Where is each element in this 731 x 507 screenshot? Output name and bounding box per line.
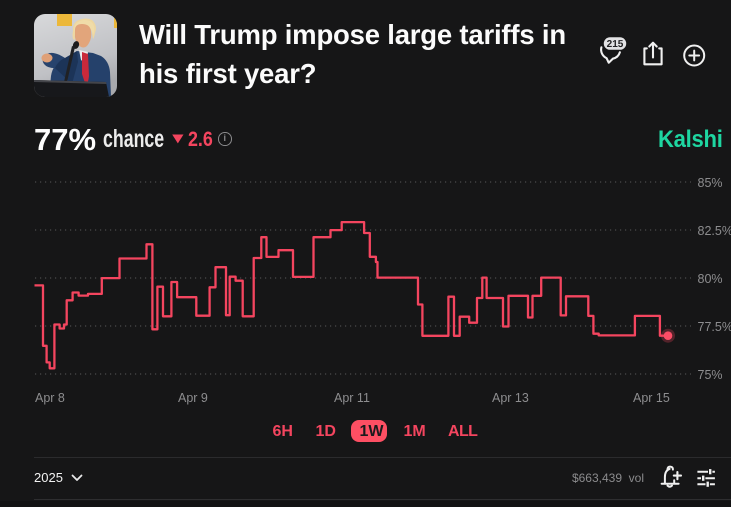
svg-text:215: 215 <box>607 39 624 50</box>
